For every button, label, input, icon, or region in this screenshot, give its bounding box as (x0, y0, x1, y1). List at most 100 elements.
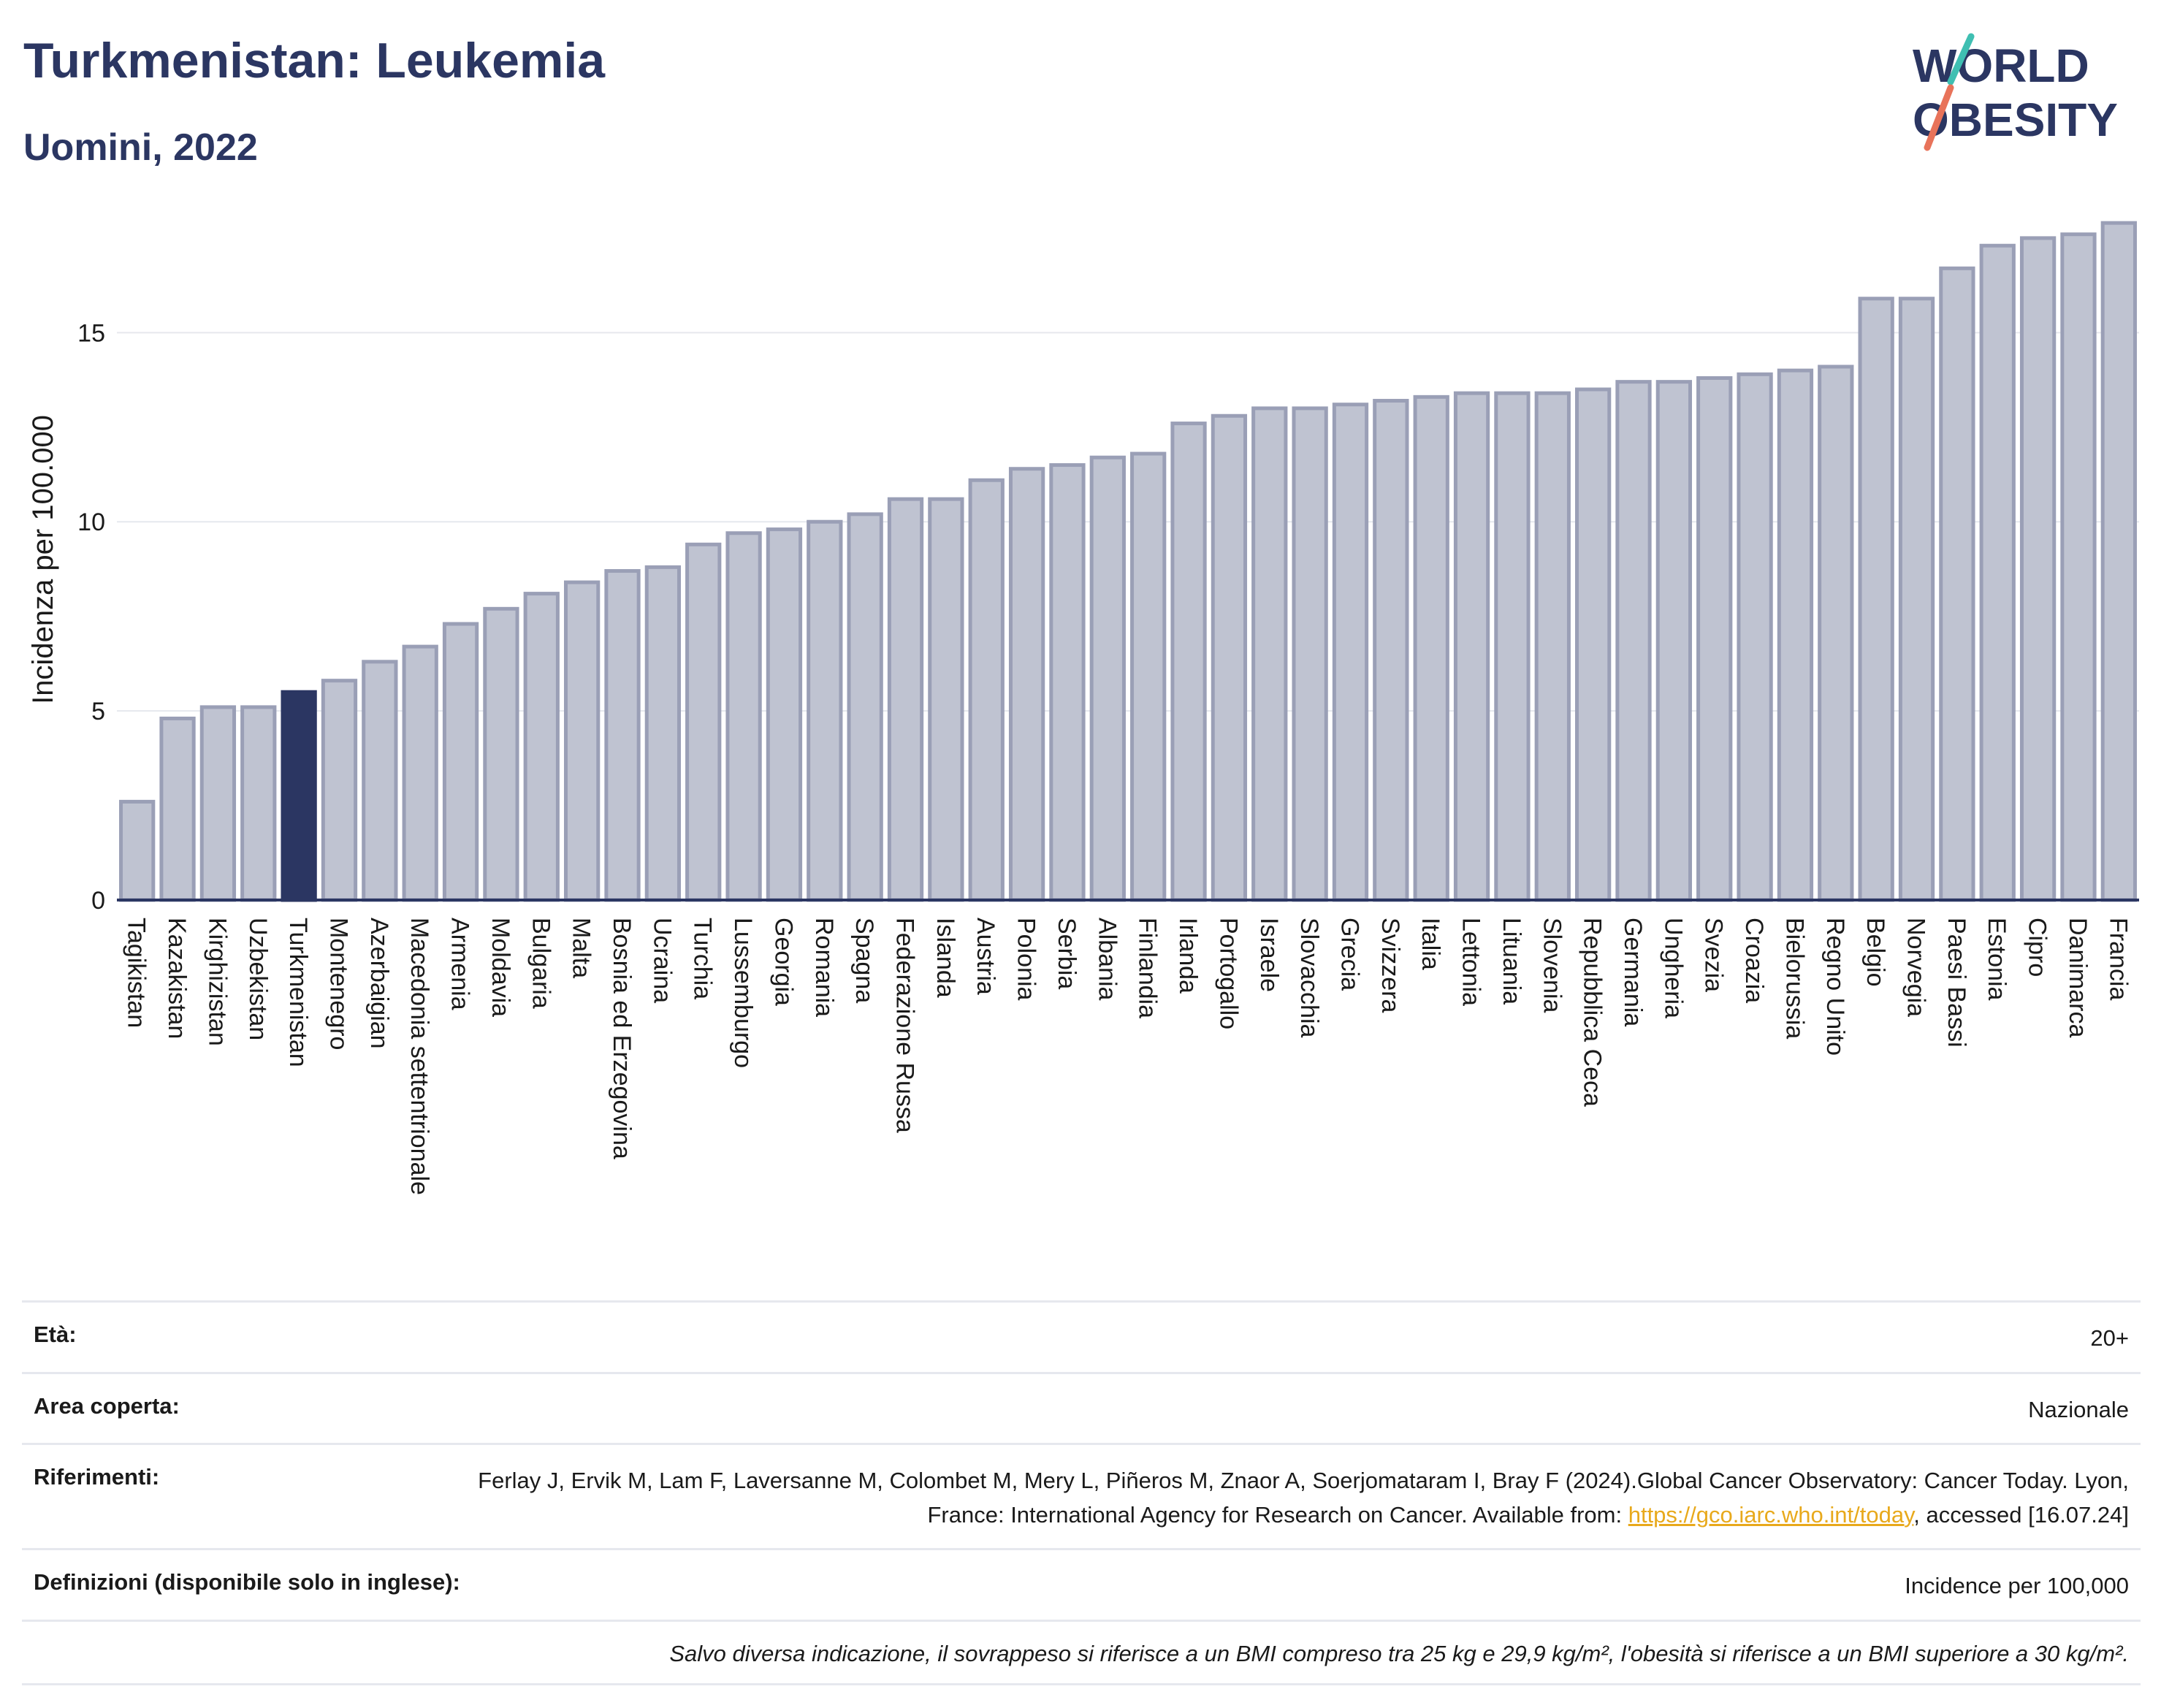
x-tick-label: Federazione Russa (891, 918, 919, 1133)
x-tick-label: Regno Unito (1821, 918, 1849, 1056)
bar (1655, 380, 1693, 902)
x-tick-label: Irlanda (1174, 918, 1202, 994)
bar (281, 690, 317, 902)
bar (563, 580, 601, 902)
bar (1696, 375, 1733, 902)
references-text: Ferlay J, Ervik M, Lam F, Laversanne M, … (478, 1468, 2129, 1528)
x-tick-label: Ucraina (648, 918, 676, 1003)
x-tick-label: Italia (1417, 918, 1444, 970)
x-tick-label: Bosnia ed Erzegovina (608, 918, 636, 1159)
x-tick-label: Israele (1255, 918, 1283, 992)
bar (1332, 403, 1369, 902)
bar (1858, 297, 1894, 902)
bar (362, 660, 398, 902)
definitions-value: Incidence per 100,000 (1905, 1573, 2129, 1598)
x-tick-label: Francia (2104, 918, 2132, 1000)
bar (887, 497, 924, 902)
bar (1737, 372, 1773, 902)
x-tick-label: Croazia (1740, 918, 1768, 1003)
bar (1777, 368, 1814, 902)
x-tick-label: Lussemburgo (729, 918, 757, 1068)
x-tick-label: Macedonia settentrionale (405, 918, 433, 1195)
x-tick-label: Kazakistan (163, 918, 191, 1039)
bar (1130, 451, 1167, 902)
x-tick-label: Austria (972, 918, 999, 995)
references-value: Ferlay J, Ervik M, Lam F, Laversanne M, … (449, 1464, 2129, 1532)
info-row-age: Età: 20+ (22, 1300, 2141, 1372)
bar (1615, 380, 1652, 902)
area-label: Area coperta: (34, 1392, 180, 1419)
x-tick-label: Danimarca (2064, 918, 2092, 1037)
bar (240, 705, 277, 902)
bar (2060, 232, 2097, 902)
bar (807, 519, 843, 902)
bar (968, 478, 1005, 902)
logo-slash-teal (1947, 33, 1975, 85)
x-tick-label: Albania (1093, 918, 1121, 1001)
y-tick-label: 0 (91, 887, 105, 915)
bar (2019, 236, 2057, 902)
x-tick-label: Tagikistan (123, 918, 150, 1028)
x-tick-label: Montenegro (324, 918, 352, 1050)
x-tick-label: Azerbaigian (365, 918, 393, 1049)
bar (1534, 391, 1571, 902)
bar (766, 527, 803, 902)
x-tick-label: Georgia (769, 918, 797, 1006)
bar (1292, 406, 1328, 902)
bar (523, 592, 560, 902)
bar (119, 799, 156, 902)
bar (199, 705, 237, 902)
x-tick-label: Slovenia (1538, 918, 1566, 1013)
bar (2100, 221, 2137, 902)
bar (1494, 391, 1531, 902)
bar (442, 622, 479, 902)
y-axis-title: Incidenza per 100.000 (27, 415, 59, 704)
x-tick-label: Bulgaria (527, 918, 554, 1009)
info-row-references: Riferimenti: Ferlay J, Ervik M, Lam F, L… (22, 1443, 2141, 1548)
bar (402, 644, 438, 902)
definitions-label: Definizioni (disponibile solo in inglese… (34, 1569, 460, 1595)
references-text-end: , accessed [16.07.24] (1913, 1501, 2129, 1528)
bar (1413, 394, 1449, 902)
x-tick-label: Repubblica Ceca (1579, 918, 1607, 1107)
x-tick-label: Portogallo (1214, 918, 1242, 1029)
logo-slash-coral (1924, 84, 1954, 151)
bar (1453, 391, 1490, 902)
x-tick-label: Svezia (1700, 918, 1728, 992)
info-row-area: Area coperta: Nazionale (22, 1371, 2141, 1444)
bar (1049, 463, 1086, 902)
bar (1211, 413, 1248, 902)
x-tick-label: Slovacchia (1295, 918, 1323, 1038)
bar (321, 679, 358, 902)
bar (1373, 399, 1409, 902)
bar (1818, 365, 1854, 902)
page-title: Turkmenistan: Leukemia (23, 33, 606, 88)
bar (928, 497, 964, 902)
references-link[interactable]: https://gco.iarc.who.int/today (1628, 1501, 1914, 1528)
x-tick-label: Uzbekistan (244, 918, 272, 1040)
x-tick-label: Germania (1619, 918, 1647, 1026)
age-value: 20+ (2090, 1325, 2129, 1351)
y-tick-label: 15 (77, 319, 105, 347)
area-value: Nazionale (2028, 1396, 2129, 1422)
bar (1574, 387, 1612, 902)
x-tick-label: Turchia (689, 918, 717, 999)
bar (644, 565, 682, 902)
x-tick-label: Belgio (1861, 918, 1889, 987)
x-tick-label: Islanda (931, 918, 959, 998)
bar (1170, 422, 1207, 902)
references-label: Riferimenti: (34, 1464, 160, 1490)
bar (159, 716, 196, 902)
x-tick-label: Spagna (850, 918, 878, 1003)
x-tick-label: Ungheria (1659, 918, 1687, 1018)
bar (483, 606, 519, 902)
x-tick-label: Polonia (1013, 918, 1040, 1001)
bar (1939, 266, 1975, 902)
bar-chart: 0 5 10 15 Tagikistan Kazakistan Kirghizistan Uz… (27, 221, 2139, 1195)
x-tick-label: Armenia (446, 918, 474, 1010)
x-tick-label: Bielorussia (1780, 918, 1808, 1039)
bar (725, 531, 762, 902)
info-table: Età: 20+ Area coperta: Nazionale Riferim… (22, 1300, 2141, 1685)
page-subtitle: Uomini, 2022 (23, 126, 258, 169)
x-tick-label: Grecia (1335, 918, 1363, 991)
